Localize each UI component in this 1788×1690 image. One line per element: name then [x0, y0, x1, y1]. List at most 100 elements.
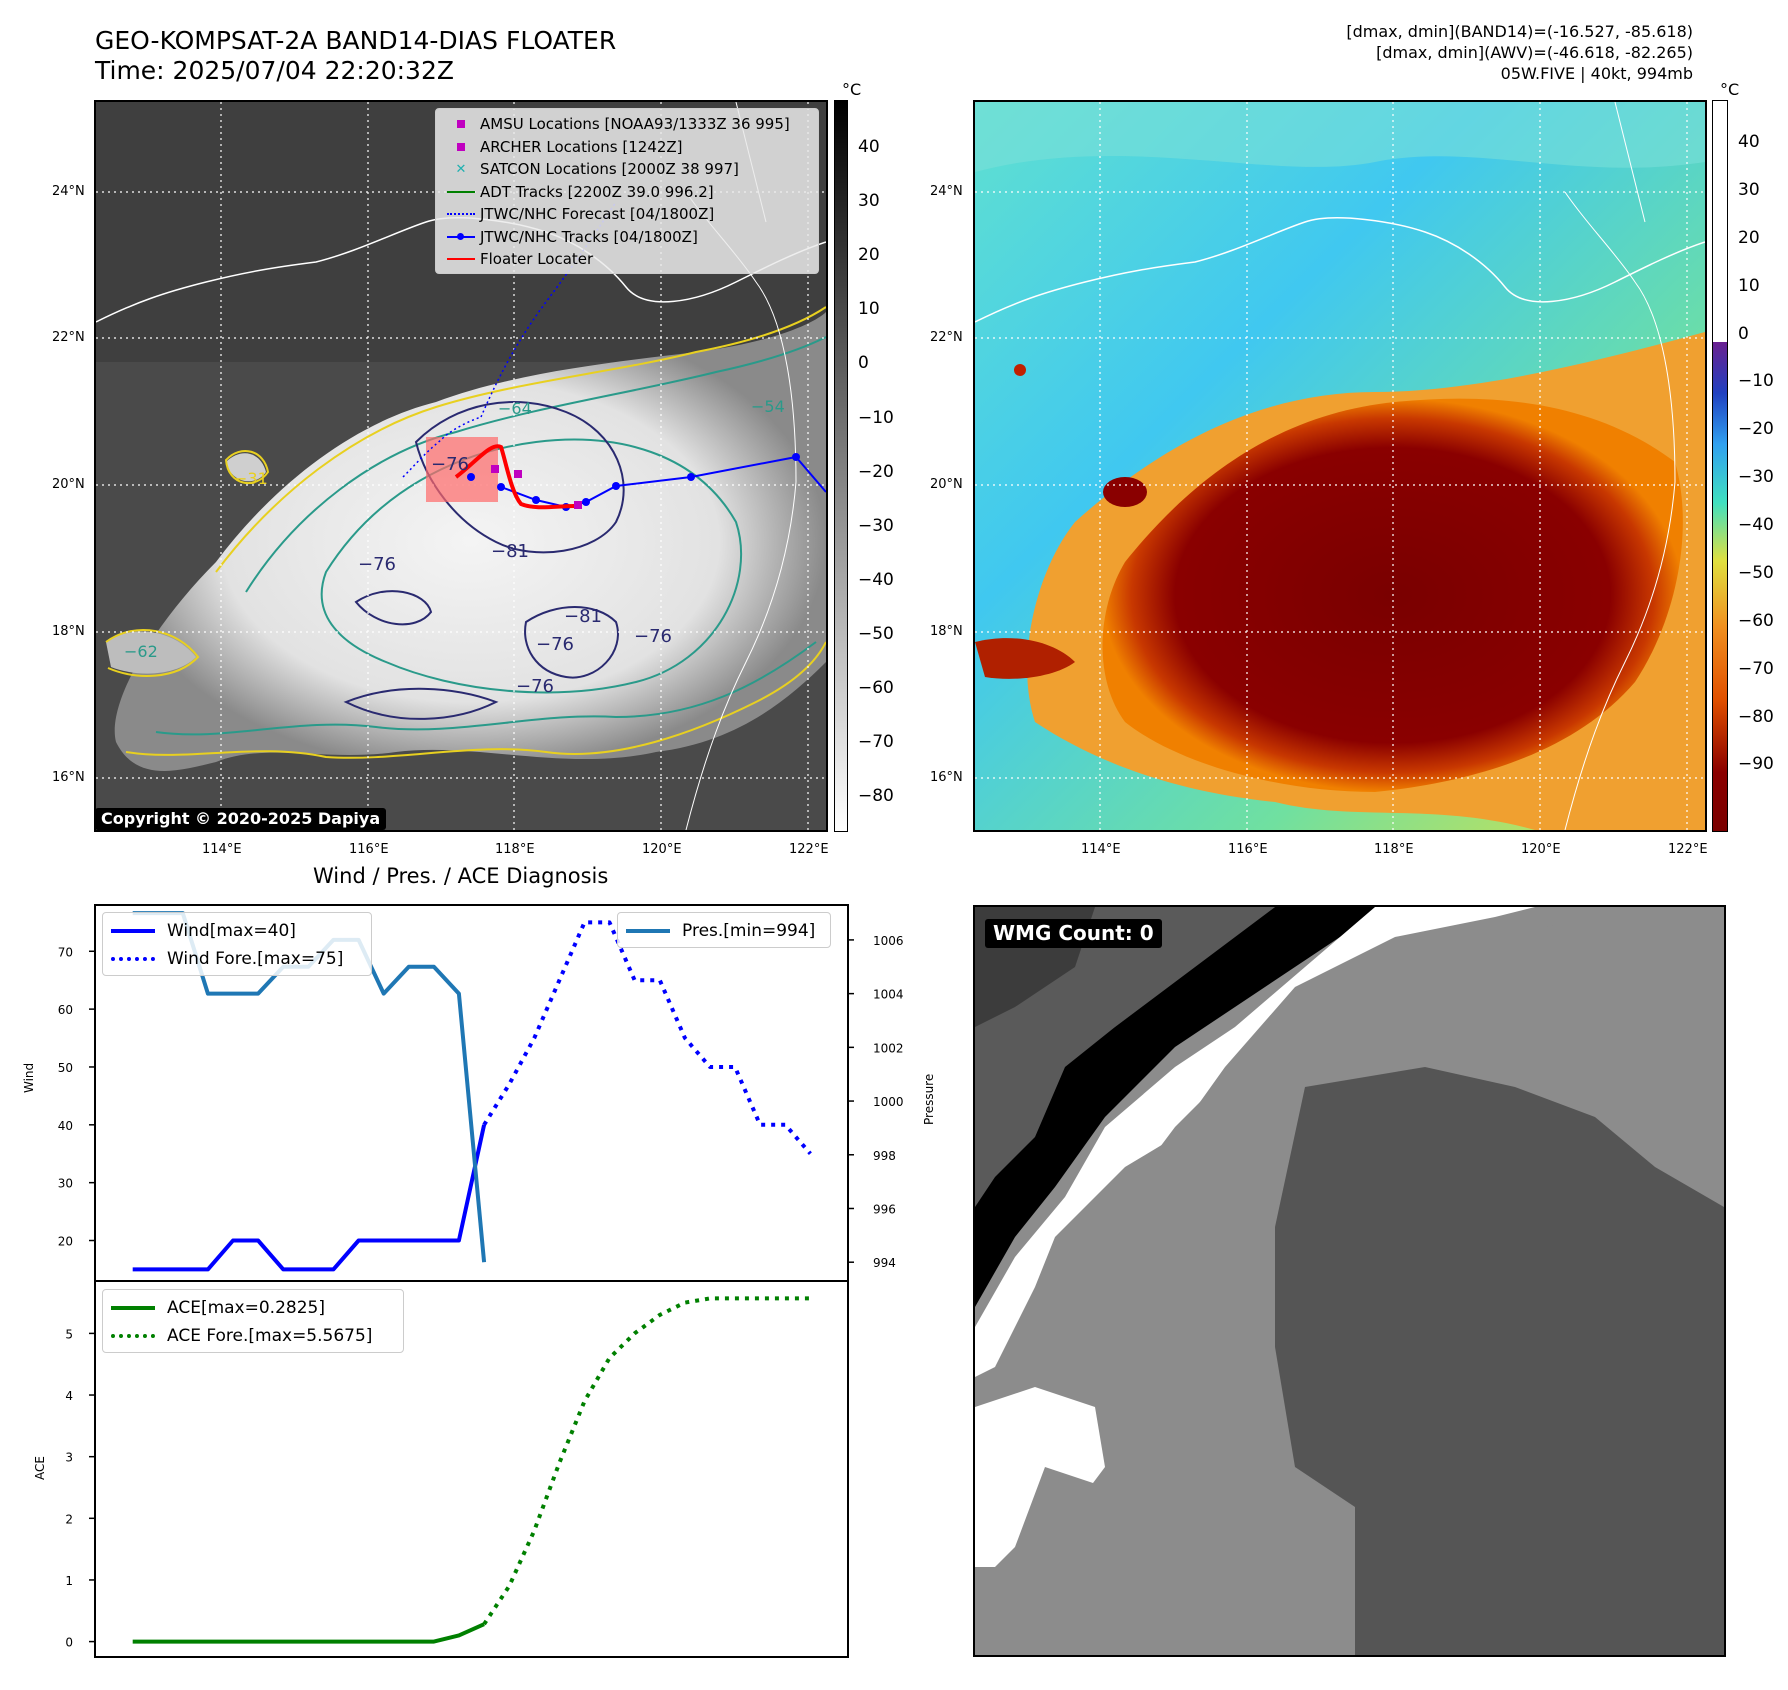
awv-colorbar-unit: °C — [1720, 80, 1740, 99]
svg-text:−76: −76 — [431, 454, 469, 475]
lon-label: 114°E — [1081, 842, 1121, 857]
colorbar-tick-label: 0 — [1738, 323, 1749, 344]
series-line — [482, 1296, 811, 1626]
lon-label: 120°E — [1521, 842, 1561, 857]
line-marker-icon — [447, 258, 475, 261]
x-marker-icon: ✕ — [455, 161, 467, 177]
wind-tick-label: 20 — [58, 1235, 73, 1249]
legend-label: ARCHER Locations [1242Z] — [480, 137, 683, 156]
lon-label: 118°E — [495, 842, 535, 857]
legend-label: Pres.[min=994] — [682, 921, 816, 941]
svg-text:−76: −76 — [634, 626, 672, 647]
lat-label: 20°N — [52, 477, 85, 492]
ir-legend: AMSU Locations [NOAA93/1333Z 36 995] ARC… — [435, 108, 819, 274]
lat-label: 18°N — [930, 624, 963, 639]
pressure-legend: Pres.[min=994] — [617, 912, 831, 948]
wind-tick-label: 70 — [58, 945, 73, 959]
legend-item-floater: Floater Locater — [442, 248, 814, 271]
colorbar-tick-label: 40 — [1738, 132, 1760, 153]
legend-item-archer: ARCHER Locations [1242Z] — [442, 136, 814, 159]
ir-colorbar-unit: °C — [842, 80, 862, 99]
legend-label: JTWC/NHC Tracks [04/1800Z] — [480, 227, 698, 246]
wind-tick-label: 40 — [58, 1119, 73, 1133]
colorbar-tick-label: 10 — [858, 299, 880, 320]
colorbar-tick-label: 30 — [1738, 180, 1760, 201]
colorbar-tick-label: 40 — [858, 137, 880, 158]
lat-label: 16°N — [52, 770, 85, 785]
series-line — [132, 1622, 485, 1644]
lon-label: 116°E — [1228, 842, 1268, 857]
legend-label: ADT Tracks [2200Z 39.0 996.2] — [480, 182, 714, 201]
colorbar-tick-label: −20 — [858, 461, 894, 482]
pressure-tick-label: 996 — [873, 1202, 896, 1216]
lat-label: 22°N — [930, 330, 963, 345]
floater-box — [426, 437, 498, 502]
ir-colorbar — [834, 100, 848, 832]
colorbar-tick-label: −70 — [1738, 658, 1774, 679]
legend-label: ACE Fore.[max=5.5675] — [167, 1326, 373, 1346]
legend-item-forecast: JTWC/NHC Forecast [04/1800Z] — [442, 203, 814, 226]
svg-text:−62: −62 — [124, 642, 158, 661]
figure-time: Time: 2025/07/04 22:20:32Z — [95, 56, 454, 85]
ace-tick-label: 2 — [65, 1512, 73, 1526]
lon-label: 114°E — [202, 842, 242, 857]
svg-text:−54: −54 — [751, 397, 785, 416]
storm-info: 05W.FIVE | 40kt, 994mb — [1500, 64, 1693, 83]
awv-range: [dmax, dmin](AWV)=(-46.618, -82.265) — [1376, 43, 1693, 62]
svg-text:−31: −31 — [234, 469, 268, 488]
pressure-tick-label: 994 — [873, 1256, 896, 1270]
series-line — [482, 920, 812, 1156]
awv-map-image — [975, 102, 1705, 830]
svg-text:−76: −76 — [516, 676, 554, 697]
legend-item-adt: ADT Tracks [2200Z 39.0 996.2] — [442, 181, 814, 204]
legend-item-amsu: AMSU Locations [NOAA93/1333Z 36 995] — [442, 113, 814, 136]
colorbar-tick-label: 20 — [858, 245, 880, 266]
lat-label: 18°N — [52, 624, 85, 639]
svg-text:−76: −76 — [358, 554, 396, 575]
ace-tick-label: 3 — [65, 1451, 73, 1465]
legend-label: Wind Fore.[max=75] — [167, 949, 344, 969]
diagnosis-title: Wind / Pres. / ACE Diagnosis — [313, 864, 609, 888]
legend-item-satcon: ✕ SATCON Locations [2000Z 38 997] — [442, 158, 814, 181]
dotted-line-icon — [111, 1334, 155, 1338]
legend-label: Wind[max=40] — [167, 921, 296, 941]
colorbar-tick-label: −10 — [1738, 371, 1774, 392]
svg-text:−81: −81 — [564, 606, 602, 627]
colorbar-tick-label: −80 — [858, 785, 894, 806]
colorbar-tick-label: 0 — [858, 353, 869, 374]
lon-label: 120°E — [642, 842, 682, 857]
lat-label: 16°N — [930, 770, 963, 785]
lon-label: 116°E — [349, 842, 389, 857]
ir-satellite-panel: −76 −81 −76 −81 −76 −76 −76 −54 −64 −62 … — [94, 100, 828, 832]
wmg-panel: WMG Count: 0 — [973, 905, 1726, 1657]
pressure-tick-label: 1006 — [873, 934, 904, 948]
wmg-count-label: WMG Count: 0 — [985, 919, 1162, 948]
colorbar-tick-label: −70 — [858, 731, 894, 752]
legend-item-tracks: JTWC/NHC Tracks [04/1800Z] — [442, 226, 814, 249]
line-marker-icon — [447, 190, 475, 193]
legend-label: ACE[max=0.2825] — [167, 1298, 325, 1318]
series-line — [132, 1124, 487, 1272]
awv-colorbar — [1712, 100, 1728, 832]
colorbar-tick-label: −30 — [1738, 467, 1774, 488]
band14-range: [dmax, dmin](BAND14)=(-16.527, -85.618) — [1346, 22, 1693, 41]
ace-tick-label: 5 — [65, 1327, 73, 1341]
colorbar-tick-label: −50 — [858, 623, 894, 644]
solid-line-icon — [626, 929, 670, 933]
svg-text:−76: −76 — [536, 634, 574, 655]
pressure-tick-label: 1004 — [873, 988, 904, 1002]
wind-tick-label: 50 — [58, 1061, 73, 1075]
square-marker-icon — [457, 120, 465, 129]
pressure-tick-label: 1000 — [873, 1095, 904, 1109]
lon-label: 122°E — [1668, 842, 1708, 857]
lat-label: 24°N — [52, 184, 85, 199]
ace-tick-label: 4 — [65, 1389, 73, 1403]
colorbar-tick-label: −40 — [1738, 515, 1774, 536]
colorbar-tick-label: 10 — [1738, 275, 1760, 296]
legend-label: AMSU Locations [NOAA93/1333Z 36 995] — [480, 115, 790, 134]
ace-tick-label: 1 — [65, 1574, 73, 1588]
colorbar-tick-label: −10 — [858, 407, 894, 428]
pressure-tick-label: 998 — [873, 1149, 896, 1163]
colorbar-tick-label: −40 — [858, 569, 894, 590]
